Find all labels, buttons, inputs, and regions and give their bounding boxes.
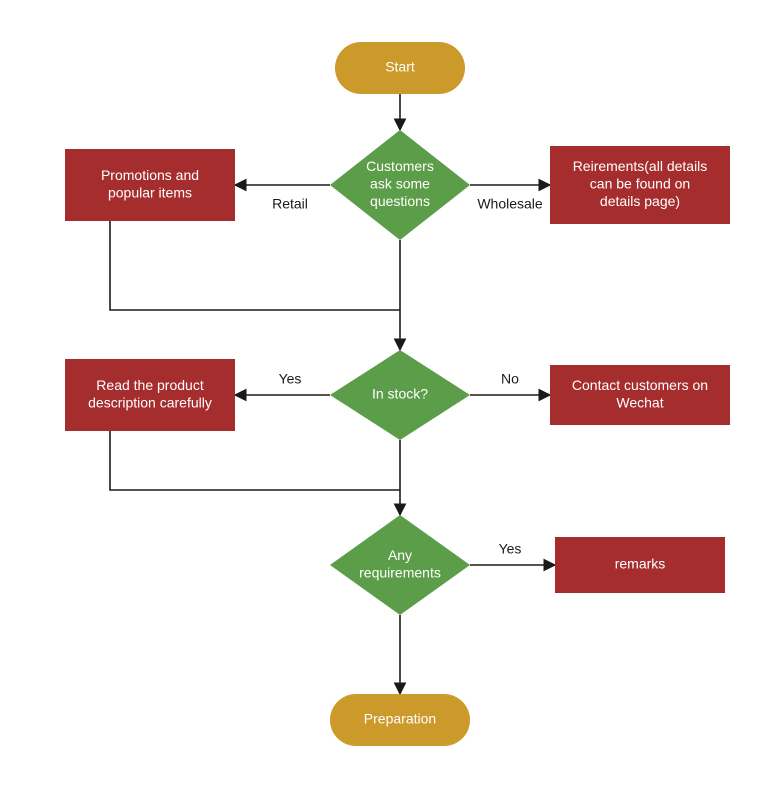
node-start: Start (335, 42, 465, 94)
node-read_desc-label-line-1: description carefully (88, 394, 212, 410)
node-read_desc: Read the productdescription carefully (65, 359, 235, 431)
node-questions-label-line-0: Customers (366, 158, 434, 174)
edge-label-questions-promotions: Retail (272, 196, 308, 212)
node-questions-label-line-1: ask some (370, 176, 430, 192)
node-reirements-label-line-0: Reirements(all details (573, 158, 708, 174)
node-promotions-label-line-0: Promotions and (101, 167, 199, 183)
node-preparation-label-line-0: Preparation (364, 711, 436, 727)
node-reirements-label-line-2: details page) (600, 193, 680, 209)
node-anyreq: Anyrequirements (330, 515, 470, 615)
node-contact-label-line-1: Wechat (616, 394, 663, 410)
node-anyreq-label-line-0: Any (388, 547, 412, 563)
flowchart-canvas: Retail Wholesale Yes No Yes Start Customers ask… (0, 0, 777, 787)
nodes-group: Start Customers ask somequestions Promotion… (65, 42, 730, 746)
edge-label-anyreq-remarks: Yes (499, 541, 522, 557)
node-preparation: Preparation (330, 694, 470, 746)
node-reirements: Reirements(all details can be found ondet… (550, 146, 730, 224)
edge-label-instock-contact: No (501, 371, 519, 387)
node-instock: In stock? (330, 350, 470, 440)
node-read_desc-label-line-0: Read the product (96, 377, 204, 393)
node-questions: Customers ask somequestions (330, 130, 470, 240)
node-promotions-label-line-1: popular items (108, 184, 192, 200)
node-reirements-label-line-1: can be found on (590, 176, 690, 192)
edge-read_desc-anyreq (110, 431, 400, 490)
node-contact: Contact customers onWechat (550, 365, 730, 425)
node-promotions: Promotions andpopular items (65, 149, 235, 221)
edge-promotions-instock (110, 221, 400, 310)
node-remarks: remarks (555, 537, 725, 593)
edge-label-questions-reirements: Wholesale (477, 196, 543, 212)
node-anyreq-label-line-1: requirements (359, 564, 441, 580)
edge-label-instock-read_desc: Yes (279, 371, 302, 387)
node-remarks-label-line-0: remarks (615, 556, 666, 572)
node-start-label-line-0: Start (385, 59, 415, 75)
node-contact-label-line-0: Contact customers on (572, 377, 708, 393)
node-instock-label-line-0: In stock? (372, 386, 428, 402)
node-questions-label-line-2: questions (370, 193, 430, 209)
